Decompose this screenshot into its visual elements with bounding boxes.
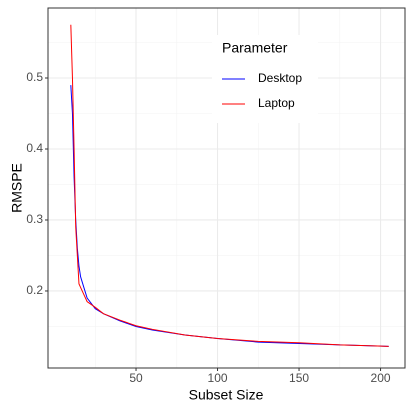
x-axis-label: Subset Size bbox=[189, 387, 264, 403]
y-tick-label: 0.4 bbox=[26, 141, 43, 155]
x-tick-label: 50 bbox=[129, 371, 143, 385]
y-tick-label: 0.2 bbox=[26, 283, 43, 297]
legend-label: Laptop bbox=[258, 96, 295, 110]
line-series bbox=[70, 24, 389, 347]
y-tick-label: 0.5 bbox=[26, 70, 43, 84]
panel-border bbox=[47, 7, 406, 369]
x-tick-label: 200 bbox=[371, 371, 391, 385]
x-tick-label: 100 bbox=[208, 371, 228, 385]
legend-title: Parameter bbox=[222, 40, 288, 56]
x-tick-label: 150 bbox=[289, 371, 309, 385]
legend-label: Desktop bbox=[258, 71, 302, 85]
y-tick-label: 0.3 bbox=[26, 212, 43, 226]
y-axis-label: RMSPE bbox=[9, 163, 25, 213]
